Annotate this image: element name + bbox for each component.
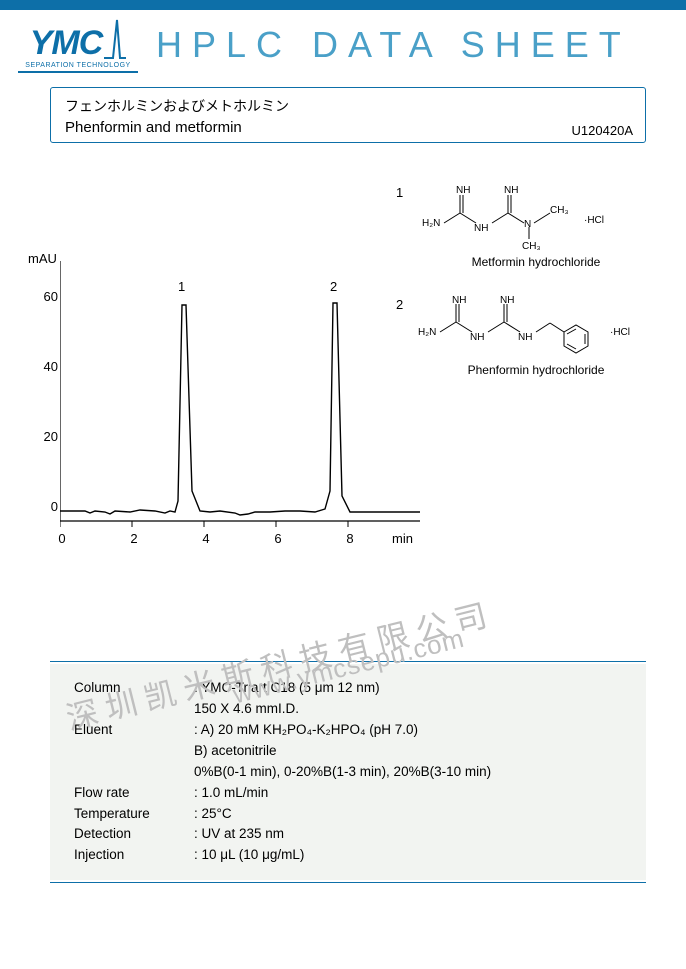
condition-key: [74, 741, 194, 762]
svg-text:NH: NH: [470, 332, 484, 343]
condition-value: 150 X 4.6 mmI.D.: [194, 699, 632, 720]
ytick: 0: [32, 499, 58, 514]
ytick: 20: [32, 429, 58, 444]
condition-value: : 10 μL (10 μg/mL): [194, 845, 632, 866]
svg-text:N: N: [524, 219, 531, 230]
chart-area: 深圳凯米斯科技有限公司 www.ymcsepu.com mAU 60 40 20…: [0, 151, 686, 621]
structure-2: 2 H₂N NH NH NH NH: [416, 293, 656, 377]
structure-1: 1 H₂N NH NH NH N CH₃: [416, 181, 656, 269]
condition-row: Temperature: 25°C: [74, 804, 632, 825]
condition-key: [74, 762, 194, 783]
condition-key: Eluent: [74, 720, 194, 741]
condition-row: 150 X 4.6 mmI.D.: [74, 699, 632, 720]
svg-text:CH₃: CH₃: [522, 241, 541, 251]
svg-text:NH: NH: [518, 332, 532, 343]
svg-text:H₂N: H₂N: [422, 218, 440, 229]
condition-value: 0%B(0-1 min), 0-20%B(1-3 min), 20%B(3-10…: [194, 762, 632, 783]
structures: 1 H₂N NH NH NH N CH₃: [416, 181, 656, 401]
ytick: 40: [32, 359, 58, 374]
x-axis-label: min: [392, 531, 413, 546]
condition-value: : 1.0 mL/min: [194, 783, 632, 804]
conditions-table: Column: YMC-Triart C18 (5 μm 12 nm) 150 …: [50, 664, 646, 880]
sheet-id: U120420A: [572, 123, 633, 138]
condition-key: Injection: [74, 845, 194, 866]
conditions-block: Column: YMC-Triart C18 (5 μm 12 nm) 150 …: [50, 661, 646, 883]
ytick: 60: [32, 289, 58, 304]
logo-text: YMC: [30, 26, 103, 60]
svg-text:·HCl: ·HCl: [584, 215, 604, 226]
title-box: フェンホルミンおよびメトホルミン Phenformin and metformi…: [50, 87, 646, 143]
svg-text:H₂N: H₂N: [418, 327, 436, 338]
structure-1-caption: Metformin hydrochloride: [416, 255, 656, 269]
svg-text:NH: NH: [474, 223, 488, 234]
condition-value: : YMC-Triart C18 (5 μm 12 nm): [194, 678, 632, 699]
condition-row: Column: YMC-Triart C18 (5 μm 12 nm): [74, 678, 632, 699]
structure-2-svg: H₂N NH NH NH NH: [416, 293, 656, 359]
title-jp: フェンホルミンおよびメトホルミン: [65, 96, 631, 116]
condition-key: Column: [74, 678, 194, 699]
chromatogram: mAU 60 40 20 0 1 2 0 2 4 6 8: [30, 251, 430, 591]
condition-row: Flow rate: 1.0 mL/min: [74, 783, 632, 804]
condition-key: Flow rate: [74, 783, 194, 804]
structure-2-caption: Phenformin hydrochloride: [416, 363, 656, 377]
condition-value: : A) 20 mM KH₂PO₄-K₂HPO₄ (pH 7.0): [194, 720, 632, 741]
title-en: Phenformin and metformin: [65, 119, 631, 136]
xtick: 2: [124, 531, 144, 546]
condition-key: Temperature: [74, 804, 194, 825]
top-bar: [0, 0, 686, 10]
doc-title: HPLC DATA SHEET: [156, 24, 631, 66]
y-axis-label: mAU: [28, 251, 57, 266]
condition-value: : UV at 235 nm: [194, 824, 632, 845]
condition-row: 0%B(0-1 min), 0-20%B(1-3 min), 20%B(3-10…: [74, 762, 632, 783]
structure-1-svg: H₂N NH NH NH N CH₃ CH₃: [416, 181, 636, 251]
xtick: 0: [52, 531, 72, 546]
condition-key: Detection: [74, 824, 194, 845]
xtick: 4: [196, 531, 216, 546]
svg-text:·HCl: ·HCl: [610, 327, 630, 338]
condition-row: Eluent: A) 20 mM KH₂PO₄-K₂HPO₄ (pH 7.0): [74, 720, 632, 741]
condition-value: B) acetonitrile: [194, 741, 632, 762]
svg-text:CH₃: CH₃: [550, 205, 569, 216]
svg-text:NH: NH: [456, 185, 470, 196]
chromatogram-svg: [60, 261, 440, 561]
condition-value: : 25°C: [194, 804, 632, 825]
structure-num: 1: [396, 185, 403, 200]
condition-row: B) acetonitrile: [74, 741, 632, 762]
condition-row: Injection: 10 μL (10 μg/mL): [74, 845, 632, 866]
logo-tagline: SEPARATION TECHNOLOGY: [25, 62, 130, 69]
condition-key: [74, 699, 194, 720]
logo: YMC SEPARATION TECHNOLOGY: [18, 16, 138, 73]
condition-row: Detection: UV at 235 nm: [74, 824, 632, 845]
xtick: 6: [268, 531, 288, 546]
header: YMC SEPARATION TECHNOLOGY HPLC DATA SHEE…: [0, 10, 686, 73]
xtick: 8: [340, 531, 360, 546]
structure-num: 2: [396, 297, 403, 312]
logo-peak-icon: [104, 16, 126, 60]
svg-text:NH: NH: [504, 185, 518, 196]
svg-text:NH: NH: [452, 295, 466, 306]
svg-text:NH: NH: [500, 295, 514, 306]
